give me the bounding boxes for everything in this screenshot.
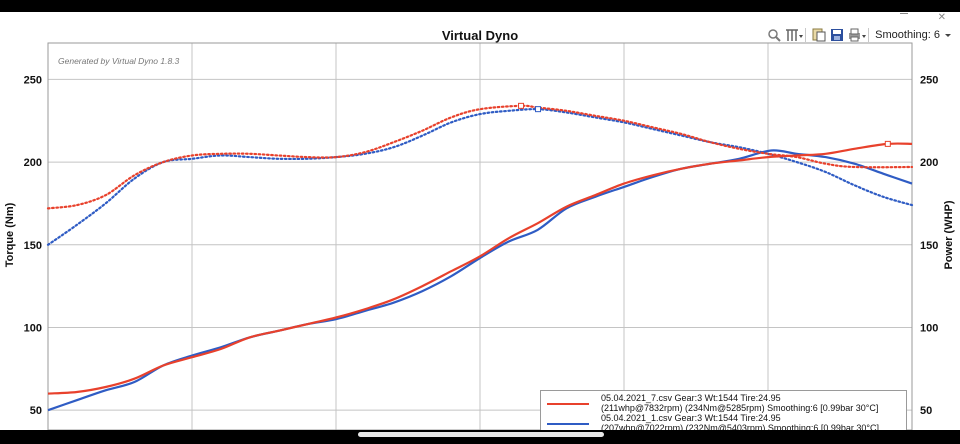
legend-label-run-1: 05.04.2021_1.csv Gear:3 Wt:1544 Tire:24.… [601, 413, 781, 423]
dyno-window: ✕ Virtual Dyno Smoothing: 6 Generated by… [0, 12, 960, 433]
smoothing-dropdown[interactable]: Smoothing: 6 [875, 29, 940, 41]
y-tick-right: 50 [920, 405, 932, 417]
toolbar-separator [868, 28, 870, 42]
copy-icon[interactable] [812, 28, 826, 42]
chart-toolbar: Smoothing: 6 [767, 25, 958, 45]
y-axis-left: 50 100 150 200 250 [24, 74, 42, 417]
chart-title: Virtual Dyno [441, 28, 519, 43]
minimize-icon[interactable] [900, 13, 908, 14]
toolbar-separator [805, 28, 807, 42]
filter-icon[interactable] [785, 28, 804, 42]
bottom-bar [0, 430, 960, 444]
y-tick-left: 250 [24, 74, 42, 86]
series-layer [46, 104, 914, 412]
y-tick-left: 150 [24, 240, 42, 252]
torque-line-series-0 [46, 104, 914, 210]
close-icon[interactable]: ✕ [937, 12, 946, 23]
y-axis-left-label: Torque (Nm) [4, 202, 16, 267]
power-line-series-0 [47, 142, 913, 395]
legend-swatch-run-7 [547, 403, 589, 405]
peak-marker [535, 106, 542, 113]
save-icon[interactable] [830, 28, 844, 42]
legend-detail-run-1: (207whp@7022rpm) (232Nm@5403rpm) Smoothi… [601, 423, 880, 433]
chart-grid [48, 43, 912, 430]
y-tick-left: 100 [24, 322, 42, 334]
print-icon[interactable] [848, 28, 867, 42]
y-tick-right: 150 [920, 240, 938, 252]
dyno-chart: Generated by Virtual Dyno 1.8.3 50 100 150… [4, 42, 955, 430]
chevron-down-icon[interactable] [944, 28, 958, 42]
watermark: Generated by Virtual Dyno 1.8.3 [58, 56, 180, 66]
legend-detail-run-7: (211whp@7832rpm) (234Nm@5285rpm) Smoothi… [601, 403, 879, 413]
legend-label-run-7: 05.04.2021_7.csv Gear:3 Wt:1544 Tire:24.… [601, 393, 781, 403]
marker-layer [518, 102, 891, 147]
home-indicator[interactable] [358, 432, 604, 437]
chart-legend: 05.04.2021_7.csv Gear:3 Wt:1544 Tire:24.… [540, 390, 907, 433]
y-tick-left: 50 [30, 405, 42, 417]
y-tick-right: 250 [920, 74, 938, 86]
zoom-icon[interactable] [767, 28, 781, 42]
power-line-series-1 [47, 149, 913, 412]
y-tick-left: 200 [24, 157, 42, 169]
y-tick-right: 100 [920, 322, 938, 334]
peak-marker [518, 102, 525, 109]
y-axis-right-label: Power (WHP) [943, 200, 955, 269]
legend-swatch-run-1 [547, 423, 589, 425]
plot-area-border [47, 42, 913, 430]
y-tick-right: 200 [920, 157, 938, 169]
y-axis-right: 50 100 150 200 250 [920, 74, 938, 417]
peak-marker [884, 140, 891, 147]
